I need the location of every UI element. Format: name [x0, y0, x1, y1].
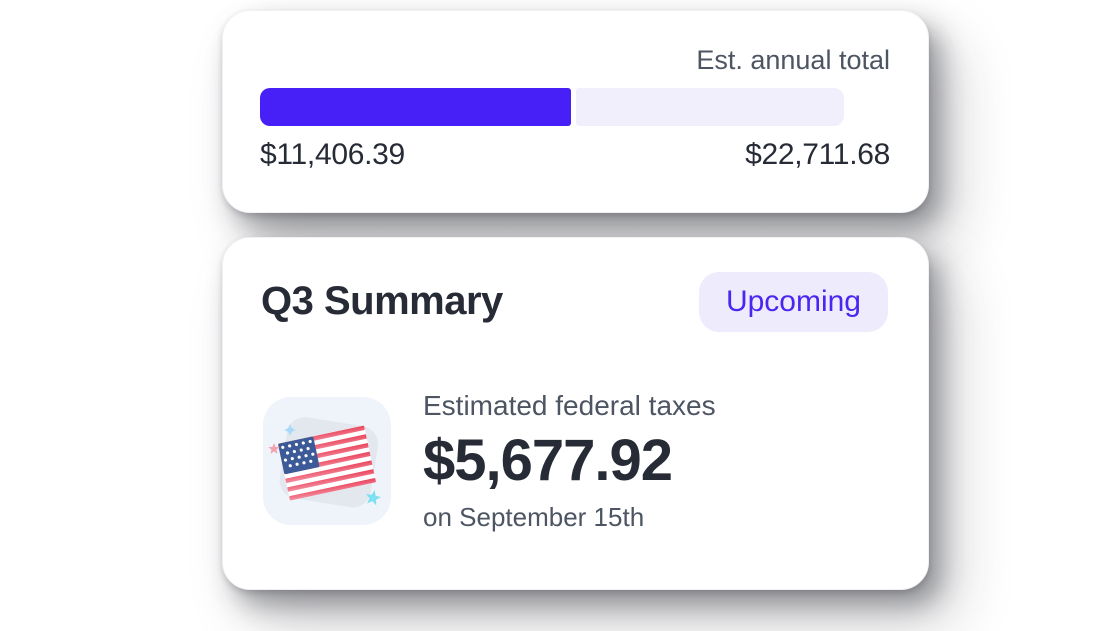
sparkle-blue	[283, 423, 297, 437]
tax-detail: Estimated federal taxes $5,677.92 on Sep…	[423, 388, 716, 534]
current-amount: $11,406.39	[260, 138, 405, 171]
progress-fill	[260, 88, 572, 126]
annual-progress-bar	[260, 88, 844, 126]
summary-title: Q3 Summary	[261, 279, 503, 323]
tax-amount: $5,677.92	[423, 428, 673, 493]
us-flag-icon	[263, 397, 391, 525]
progress-track	[576, 88, 844, 126]
annual-total-label: Est. annual total	[696, 45, 890, 75]
status-badge: Upcoming	[698, 271, 888, 332]
total-amount: $22,711.68	[745, 138, 890, 171]
annual-total-card: Est. annual total $11,406.39 $22,711.68	[222, 10, 929, 213]
summary-body: Estimated federal taxes $5,677.92 on Sep…	[263, 388, 888, 534]
star-pink	[268, 443, 280, 454]
summary-header: Q3 Summary Upcoming	[261, 271, 888, 332]
tax-label: Estimated federal taxes	[423, 390, 716, 421]
annual-amounts-row: $11,406.39 $22,711.68	[260, 138, 890, 172]
tax-date: on September 15th	[423, 502, 645, 532]
star-cyan	[366, 490, 382, 506]
q3-summary-card[interactable]: Q3 Summary Upcoming	[222, 237, 929, 590]
